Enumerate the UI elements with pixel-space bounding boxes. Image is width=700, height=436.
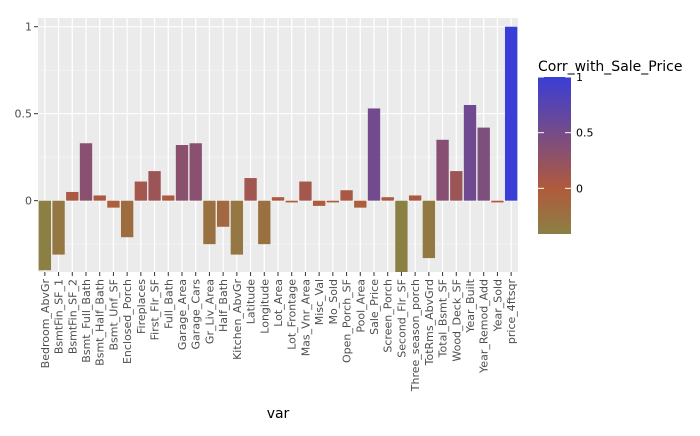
x-tick-label: Longitude — [258, 279, 271, 334]
x-tick-label: Second_Flr_SF — [395, 279, 408, 358]
x-tick-label: BsmtFin_SF_1 — [53, 279, 66, 354]
bar-Garage_Area — [175, 145, 189, 201]
x-tick-label: Three_season_porch — [409, 279, 422, 392]
x-tick-label: Lot_Area — [272, 279, 285, 327]
x-tick-label: Year_Remod_Add — [478, 279, 491, 374]
bar-Latitude — [244, 178, 257, 201]
x-tick-label: Kitchen_AbvGr — [231, 279, 244, 360]
x-tick-label: BsmtFin_SF_2 — [66, 279, 79, 354]
legend-tick-label: 1 — [576, 71, 583, 84]
bar-Total_Bsmt_SF — [436, 139, 449, 201]
bar-Open_Porch_SF — [340, 190, 353, 201]
x-tick-label: TotRms_AbvGrd — [423, 279, 436, 366]
bar-Mas_Vnr_Area — [299, 181, 312, 201]
bars — [38, 26, 518, 272]
bar-Pool_Area — [354, 200, 367, 208]
x-tick-label: Enclosed_Porch — [121, 279, 134, 364]
y-axis: 00.51 — [15, 21, 38, 208]
bar-Misc_Val — [312, 200, 326, 206]
x-tick-label: Total_Bsmt_SF — [437, 279, 450, 358]
bar-Sale_Price — [367, 108, 381, 201]
bar-TotRms_AbvGrd — [422, 200, 436, 259]
legend: Corr_with_Sale_Price 00.51 — [538, 59, 682, 234]
x-tick-label: Mas_Vnr_Area — [299, 279, 312, 356]
bar-Half_Bath — [216, 200, 230, 227]
x-tick-label: Bsmt_Half_Bath — [94, 279, 107, 366]
bar-Bedroom_AbvGr — [38, 200, 52, 271]
x-tick-label: Bsmt_Full_Bath — [80, 279, 93, 363]
legend-tick-label: 0 — [576, 182, 583, 195]
bar-price_4ftsqr — [504, 26, 518, 201]
bar-Enclosed_Porch — [120, 200, 134, 238]
bar-Gr_Liv_Area — [203, 200, 216, 245]
bar-Year_Sold — [491, 200, 504, 203]
x-tick-label: Year_Built — [464, 278, 477, 333]
x-tick-label: Mo_Sold — [327, 279, 340, 324]
x-tick-label: price_4ftsqr — [505, 279, 518, 345]
bar-Mo_Sold — [326, 200, 340, 203]
bar-First_Flr_SF — [148, 171, 161, 201]
x-tick-label: Wood_Deck_SF — [450, 279, 463, 362]
x-tick-label: First_Flr_SF — [149, 279, 162, 340]
bar-Longitude — [258, 200, 271, 245]
bar-Full_Bath — [162, 195, 175, 201]
bar-Year_Remod_Add — [477, 127, 490, 201]
bar-Wood_Deck_SF — [450, 171, 463, 201]
bar-Screen_Porch — [381, 197, 394, 201]
x-tick-label: Garage_Cars — [190, 279, 203, 350]
x-tick-label: Bsmt_Unf_SF — [107, 279, 120, 351]
x-tick-label: Gr_Liv_Area — [203, 279, 216, 344]
x-tick-label: Garage_Area — [176, 279, 189, 350]
x-tick-label: Full_Bath — [162, 279, 175, 329]
y-tick-label: 0 — [25, 195, 32, 208]
x-tick-label: Screen_Porch — [382, 279, 395, 353]
bar-BsmtFin_SF_2 — [66, 191, 79, 201]
bar-Second_Flr_SF — [395, 200, 408, 272]
legend-tick-label: 0.5 — [576, 127, 594, 140]
y-tick-label: 1 — [25, 21, 32, 34]
x-tick-label: Sale_Price — [368, 279, 381, 335]
bar-Lot_Frontage — [285, 200, 298, 203]
bar-Bsmt_Full_Bath — [79, 143, 93, 201]
x-tick-label: Fireplaces — [135, 279, 148, 334]
x-tick-label: Half_Bath — [217, 279, 230, 332]
bar-Three_season_porch — [408, 195, 422, 201]
x-axis: Bedroom_AbvGr BsmtFin_SF_1 BsmtFin_SF_2 Bsm… — [39, 272, 518, 392]
x-tick-label: Year_Sold — [491, 279, 504, 333]
bar-Bsmt_Unf_SF — [107, 200, 120, 208]
legend-ticks: 00.51 — [538, 71, 594, 195]
x-tick-label: Pool_Area — [354, 279, 367, 333]
bar-Garage_Cars — [189, 143, 202, 201]
bar-Fireplaces — [134, 181, 148, 201]
x-tick-label: Bedroom_AbvGr — [39, 279, 52, 369]
bar-BsmtFin_SF_1 — [52, 200, 65, 255]
bar-Kitchen_AbvGr — [230, 200, 244, 255]
x-tick-label: Latitude — [245, 279, 258, 325]
bar-Lot_Area — [271, 197, 285, 201]
x-tick-label: Open_Porch_SF — [341, 279, 354, 363]
legend-colorbar — [538, 77, 571, 234]
y-tick-label: 0.5 — [15, 108, 33, 121]
bar-Year_Built — [463, 104, 477, 201]
x-tick-label: Misc_Val — [313, 279, 326, 325]
x-axis-title: var — [267, 406, 290, 422]
x-tick-label: Lot_Frontage — [286, 279, 299, 350]
legend-title: Corr_with_Sale_Price — [538, 59, 682, 75]
bar-Bsmt_Half_Bath — [93, 195, 106, 201]
